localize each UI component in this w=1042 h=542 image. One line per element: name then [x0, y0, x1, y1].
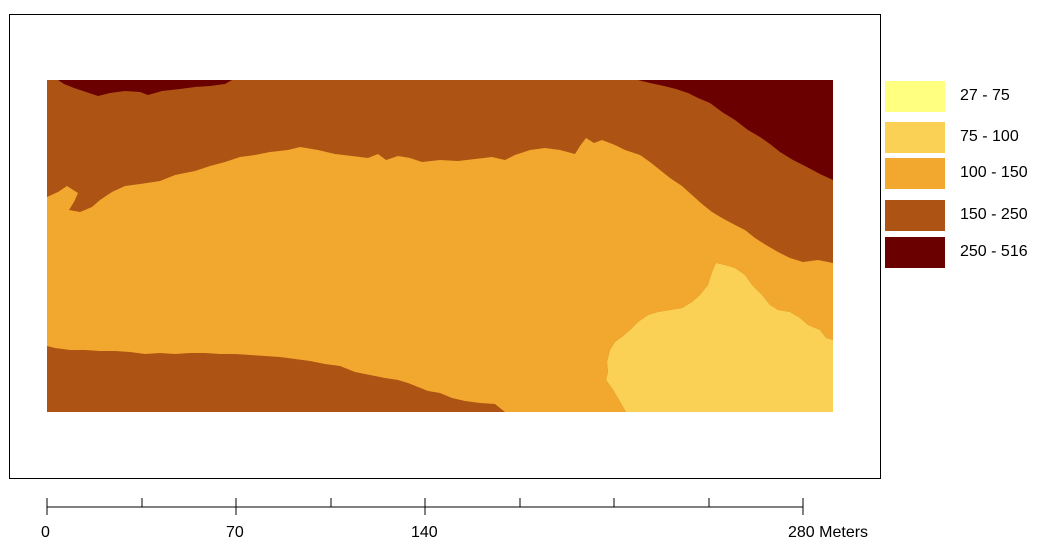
legend-item-250-516: 250 - 516: [885, 237, 1042, 268]
zone-75-100: [606, 263, 833, 412]
legend-swatch: [885, 237, 945, 268]
zone-100-150: [47, 138, 833, 412]
legend-label: 150 - 250: [960, 206, 1028, 223]
scale-label-280-meters: 280 Meters: [788, 524, 869, 541]
scale-label-140: 140: [411, 524, 438, 541]
scale-label-70: 70: [226, 524, 244, 541]
legend-label: 100 - 150: [960, 164, 1028, 181]
legend-swatch: [885, 81, 945, 112]
legend-item-150-250: 150 - 250: [885, 200, 1042, 231]
legend-label: 75 - 100: [960, 128, 1019, 145]
zone-250-516-northwest: [58, 80, 232, 96]
scale-label-0: 0: [41, 524, 50, 541]
legend-item-27-75: 27 - 75: [885, 81, 1042, 112]
legend-swatch: [885, 200, 945, 231]
legend-label: 27 - 75: [960, 87, 1010, 104]
zone-250-516-northeast: [638, 80, 833, 180]
legend-item-75-100: 75 - 100: [885, 122, 1042, 153]
legend-item-100-150: 100 - 150: [885, 158, 1042, 189]
legend-swatch: [885, 122, 945, 153]
legend-swatch: [885, 158, 945, 189]
legend-label: 250 - 516: [960, 243, 1028, 260]
